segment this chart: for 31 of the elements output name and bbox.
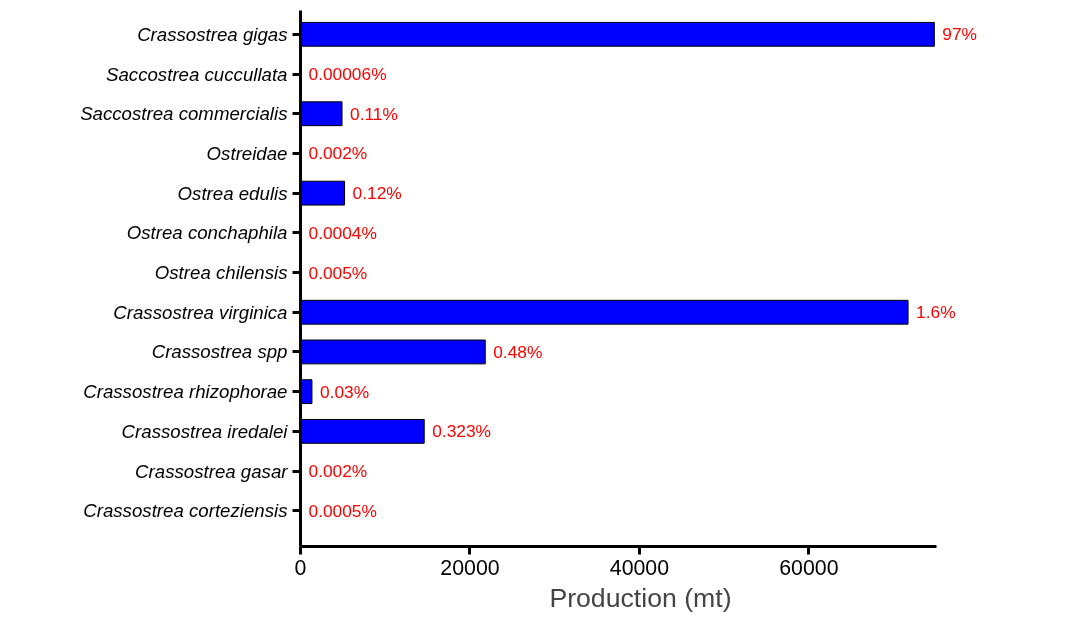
annotation: 0.323% — [432, 421, 491, 442]
y-tick-label: Saccostrea cuccullata — [106, 63, 288, 85]
y-tick-label: Crassostrea corteziensis — [83, 500, 288, 522]
x-tick-label: 60000 — [779, 555, 839, 580]
annotation: 97% — [942, 24, 978, 45]
annotation: 0.002% — [308, 143, 368, 164]
annotation: 0.11% — [350, 103, 398, 124]
annotation: 1.6% — [916, 302, 956, 323]
y-tick-label: Crassostrea iredalei — [121, 420, 289, 442]
y-tick-label: Crassostrea virginica — [113, 301, 288, 323]
x-tick-label: 20000 — [440, 555, 500, 580]
annotation: 0.0005% — [308, 500, 377, 521]
y-tick-label: Crassostrea spp — [151, 341, 288, 363]
annotation: 0.48% — [493, 341, 543, 362]
y-tick-label: Crassostrea gasar — [135, 460, 289, 482]
y-tick-label: Crassostrea rhizophorae — [83, 381, 288, 403]
y-tick-label: Crassostrea gigas — [137, 23, 288, 45]
y-tick-label: Ostrea edulis — [177, 182, 288, 204]
x-tick-label: 0 — [294, 555, 307, 580]
x-axis-title: Production (mt) — [549, 582, 732, 613]
y-tick-label: Ostrea conchaphila — [126, 222, 288, 244]
annotation: 0.12% — [352, 183, 402, 204]
annotation: 0.00006% — [308, 64, 387, 85]
annotation: 0.03% — [319, 381, 370, 402]
y-tick-label: Saccostrea commercialis — [80, 103, 288, 125]
annotation: 0.0004% — [308, 222, 377, 243]
annotation: 0.002% — [308, 461, 368, 482]
y-tick-label: Ostreidae — [206, 142, 288, 164]
x-tick-label: 40000 — [609, 555, 670, 580]
y-tick-label: Ostrea chilensis — [154, 262, 288, 284]
annotation: 0.005% — [308, 262, 368, 283]
